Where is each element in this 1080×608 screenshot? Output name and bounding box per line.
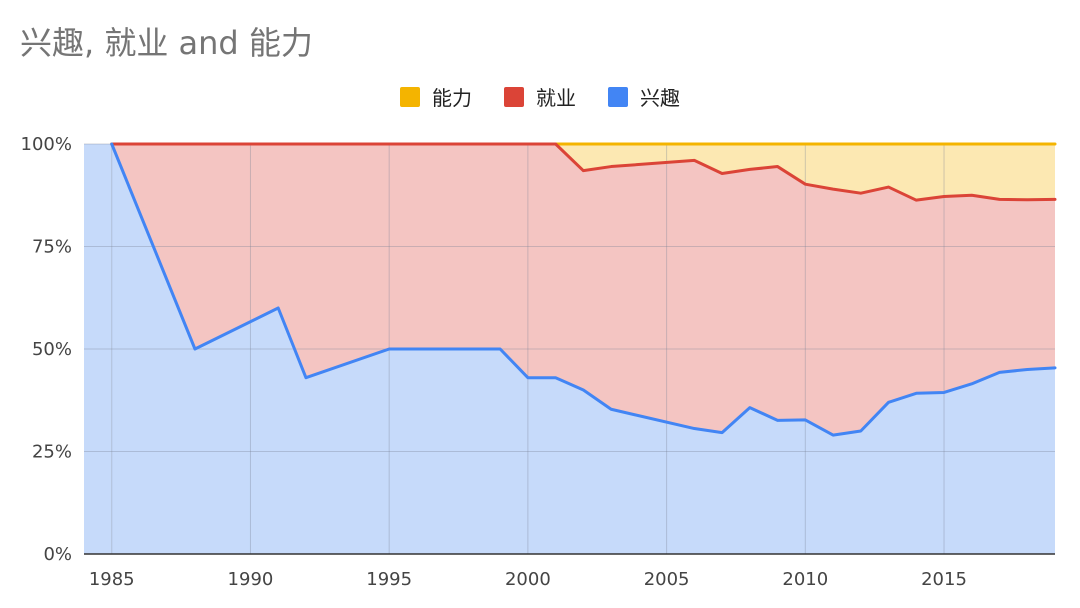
x-tick-label: 1995 xyxy=(366,569,412,590)
x-tick-label: 2010 xyxy=(782,569,828,590)
x-tick-label: 2000 xyxy=(505,569,551,590)
area-interest xyxy=(111,144,1055,554)
x-tick-label: 1985 xyxy=(89,569,135,590)
legend-item-interest[interactable]: 兴趣 xyxy=(608,82,680,111)
line-employment[interactable] xyxy=(110,142,1057,202)
series-lines xyxy=(110,142,1057,437)
x-tick-label: 2005 xyxy=(644,569,690,590)
y-tick-label: 50% xyxy=(32,339,72,360)
legend-swatch-interest xyxy=(608,86,628,107)
area-interest-lead xyxy=(84,144,112,554)
y-tick-label: 25% xyxy=(32,442,72,463)
x-tick-label: 2015 xyxy=(921,569,967,590)
legend-label-employment: 就业 xyxy=(536,86,576,110)
legend-label-ability: 能力 xyxy=(432,86,472,110)
legend-label-interest: 兴趣 xyxy=(640,86,680,110)
legend-swatch-ability xyxy=(400,86,420,107)
tick-labels: 0% 25% 50% 75% 100% 1985 1990 1995 2000 2005 2010 2… xyxy=(21,134,967,590)
y-tick-label: 100% xyxy=(21,134,72,155)
legend: 能力 就业 兴趣 xyxy=(0,82,1080,111)
legend-item-ability[interactable]: 能力 xyxy=(400,82,472,111)
x-tick-label: 1990 xyxy=(228,569,274,590)
y-tick-label: 0% xyxy=(43,544,72,565)
line-interest[interactable] xyxy=(110,142,1057,437)
legend-item-employment[interactable]: 就业 xyxy=(504,82,576,111)
y-tick-label: 75% xyxy=(32,237,72,258)
chart-title: 兴趣, 就业 and 能力 xyxy=(20,24,313,62)
legend-swatch-employment xyxy=(504,86,524,107)
